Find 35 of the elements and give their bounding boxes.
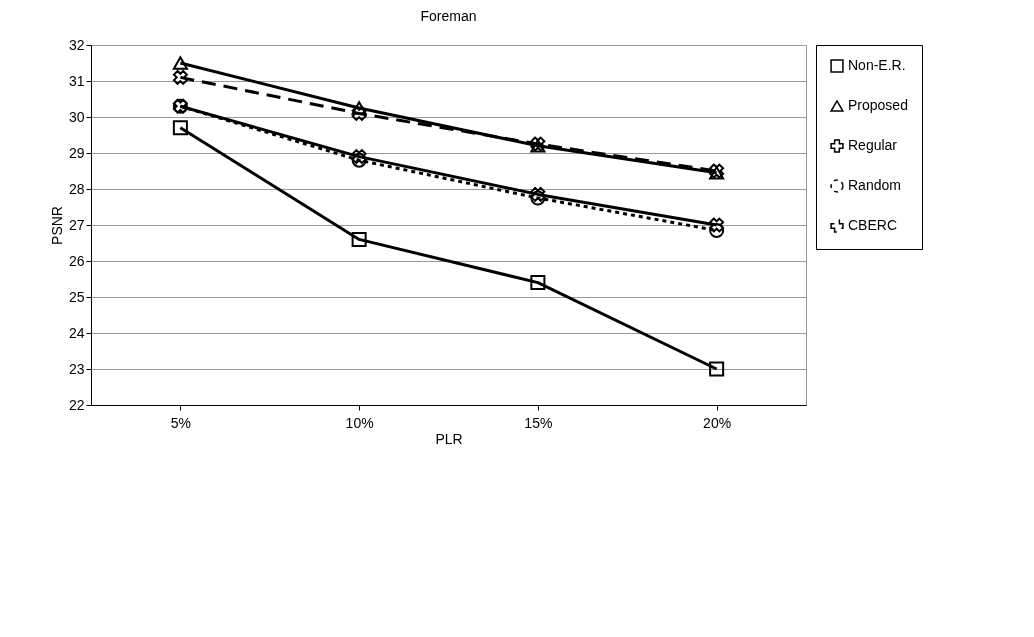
legend-label: CBERC <box>848 217 898 233</box>
y-tick-label: 31 <box>68 72 85 89</box>
y-tick-label: 25 <box>68 288 85 305</box>
point <box>351 105 367 121</box>
point <box>172 56 188 70</box>
x-tick-label: 20% <box>703 414 732 431</box>
point <box>172 120 188 136</box>
y-tick-label: 27 <box>68 216 85 233</box>
chart-title: Foreman <box>420 8 477 24</box>
y-tick-label: 29 <box>68 144 85 161</box>
point <box>709 361 725 377</box>
y-tick-label: 22 <box>68 396 85 413</box>
point <box>709 222 725 238</box>
x-tick-label: 15% <box>524 414 553 431</box>
point <box>172 69 188 85</box>
point <box>530 275 546 291</box>
y-tick-label: 26 <box>68 252 85 269</box>
y-tick-label: 24 <box>68 324 85 341</box>
point <box>530 190 546 206</box>
legend-label: Random <box>848 177 901 193</box>
point <box>530 186 546 202</box>
x-axis-title: PLR <box>435 430 463 447</box>
y-tick-label: 30 <box>68 108 85 125</box>
x-tick-label: 10% <box>345 414 374 431</box>
y-tick-label: 32 <box>68 36 85 53</box>
y-tick-label: 23 <box>68 360 85 377</box>
legend-label: Regular <box>848 137 898 153</box>
point <box>351 101 367 115</box>
point <box>351 231 367 247</box>
point <box>709 217 725 233</box>
legend-label: Non-E.R. <box>848 57 906 73</box>
x-tick-label: 5% <box>170 414 191 431</box>
y-axis-title: PSNR <box>48 206 65 245</box>
legend-label: Proposed <box>848 97 908 113</box>
y-tick-label: 28 <box>68 180 85 197</box>
